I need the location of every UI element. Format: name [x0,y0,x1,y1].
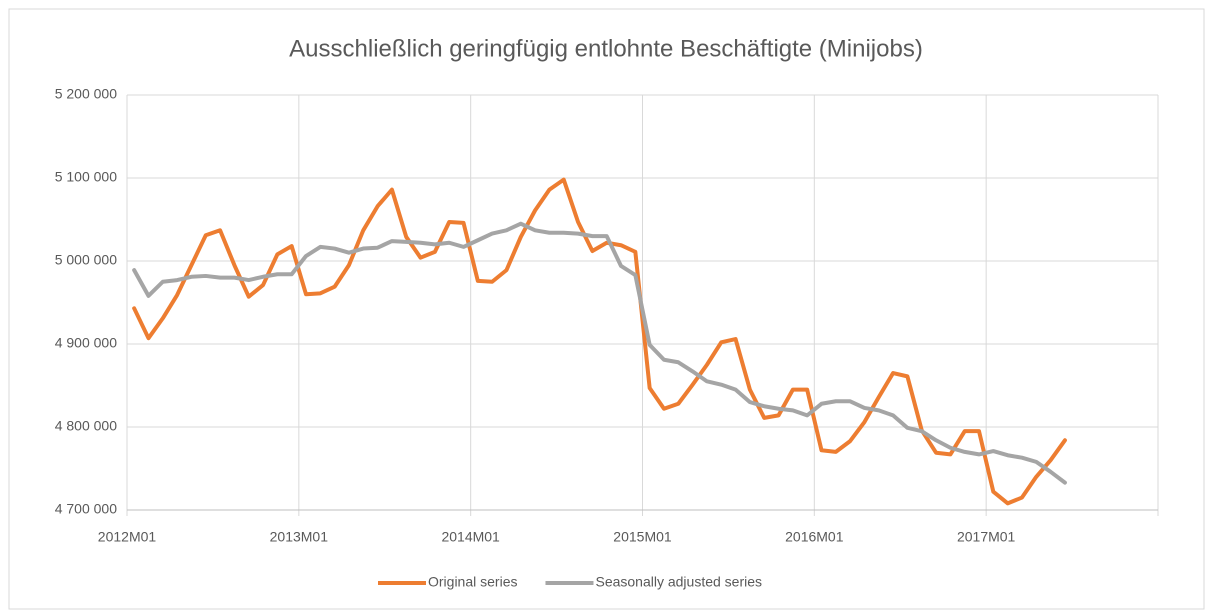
y-tick-label: 4 700 000 [55,501,117,517]
legend-label: Original series [428,574,517,590]
x-tick-label: 2015M01 [613,529,672,545]
y-tick-label: 5 100 000 [55,169,117,185]
x-tick-label: 2013M01 [270,529,329,545]
x-tick-label: 2012M01 [98,529,157,545]
y-tick-label: 4 900 000 [55,335,117,351]
y-tick-label: 5 000 000 [55,252,117,268]
chart-title: Ausschließlich geringfügig entlohnte Bes… [289,35,923,62]
series-line [132,221,1067,485]
x-tick-label: 2016M01 [785,529,844,545]
series-line [132,177,1067,506]
x-tick-label: 2014M01 [441,529,500,545]
x-tick-label: 2017M01 [957,529,1016,545]
chart-frame [8,8,1205,610]
legend-label: Seasonally adjusted series [595,574,762,590]
y-tick-label: 4 800 000 [55,418,117,434]
y-tick-label: 5 200 000 [55,86,117,102]
